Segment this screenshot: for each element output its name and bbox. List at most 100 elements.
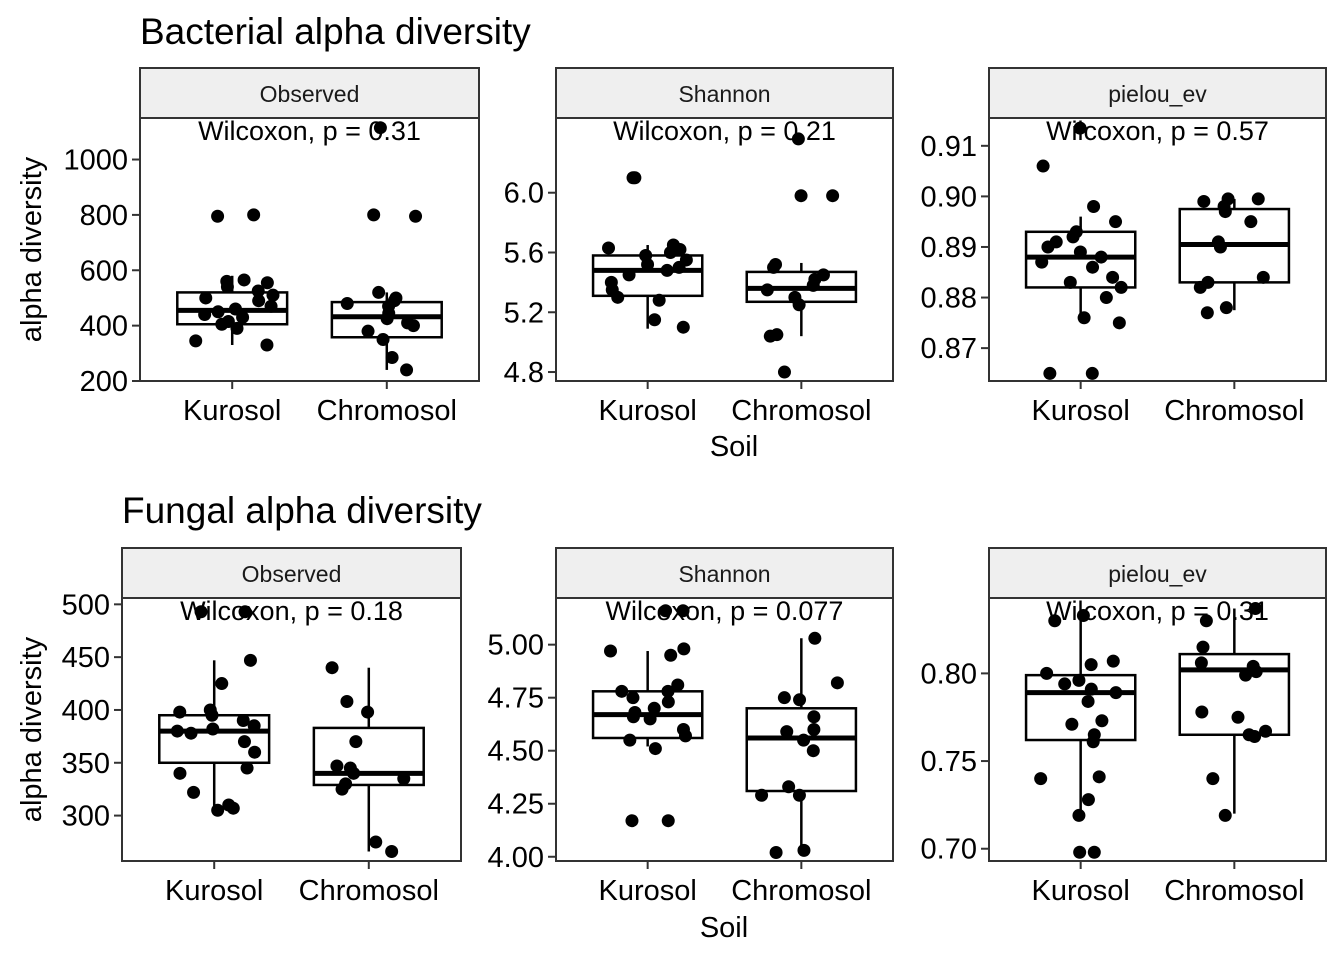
box-kurosol bbox=[1024, 121, 1137, 380]
data-point bbox=[639, 248, 653, 262]
data-point bbox=[373, 121, 387, 135]
box-kurosol bbox=[158, 605, 271, 817]
data-point bbox=[792, 788, 806, 802]
x-tick-label: Chromosol bbox=[731, 395, 871, 427]
data-point bbox=[1199, 614, 1213, 628]
data-point bbox=[604, 644, 618, 658]
y-tick-label: 0.89 bbox=[921, 232, 977, 264]
data-point bbox=[211, 209, 225, 223]
data-point bbox=[237, 273, 251, 287]
facet-strip bbox=[555, 547, 894, 599]
y-axis-title: alpha diversity bbox=[16, 636, 48, 822]
data-point bbox=[1099, 291, 1113, 305]
box-chromosol bbox=[312, 661, 425, 858]
facet-strip-label: Observed bbox=[260, 81, 360, 107]
y-tick-label: 1000 bbox=[63, 145, 128, 177]
data-point bbox=[184, 726, 198, 740]
data-point bbox=[376, 332, 390, 346]
box-chromosol bbox=[1178, 192, 1291, 320]
data-point bbox=[647, 701, 661, 715]
data-point bbox=[361, 324, 375, 338]
facet-strip-label: Observed bbox=[242, 561, 342, 587]
data-point bbox=[780, 725, 794, 739]
data-point bbox=[816, 268, 830, 282]
data-point bbox=[170, 724, 184, 738]
data-point bbox=[389, 291, 403, 305]
data-point bbox=[1114, 280, 1128, 294]
data-point bbox=[808, 631, 822, 645]
data-point bbox=[1034, 772, 1048, 786]
data-point bbox=[1201, 275, 1215, 289]
wilcoxon-annotation: Wilcoxon, p = 0.31 bbox=[1046, 596, 1269, 626]
box-kurosol bbox=[591, 171, 704, 334]
y-tick-label: 500 bbox=[62, 589, 110, 621]
y-tick-label: 4.00 bbox=[488, 842, 544, 874]
data-point bbox=[1076, 609, 1090, 623]
facet-strip-label: pielou_ev bbox=[1108, 81, 1207, 107]
data-point bbox=[1196, 640, 1210, 654]
data-point bbox=[664, 648, 678, 662]
facet-observed: Observed 200 400 600 800 1000 Kurosol Chromosol… bbox=[63, 67, 480, 427]
box-chromosol bbox=[330, 121, 443, 377]
data-point bbox=[339, 777, 353, 791]
data-point bbox=[264, 299, 278, 313]
data-point bbox=[830, 676, 844, 690]
data-point bbox=[361, 705, 375, 719]
data-point bbox=[797, 843, 811, 857]
data-point bbox=[221, 314, 235, 328]
data-point bbox=[189, 334, 203, 348]
data-point bbox=[1040, 666, 1054, 680]
data-point bbox=[770, 328, 784, 342]
x-tick-label: Kurosol bbox=[1031, 875, 1129, 907]
data-point bbox=[1242, 728, 1256, 742]
data-point bbox=[349, 735, 363, 749]
panel-border bbox=[121, 597, 462, 862]
data-point bbox=[791, 132, 805, 146]
data-point bbox=[769, 846, 783, 860]
data-point bbox=[1073, 121, 1087, 135]
data-point bbox=[777, 365, 791, 379]
data-point bbox=[648, 313, 662, 327]
data-point bbox=[1092, 770, 1106, 784]
box-kurosol bbox=[591, 604, 704, 828]
data-point bbox=[1200, 306, 1214, 320]
data-point bbox=[367, 208, 381, 222]
y-tick-label: 5.00 bbox=[488, 630, 544, 662]
data-point bbox=[1112, 316, 1126, 330]
data-point bbox=[676, 723, 690, 736]
panel-title: Fungal alpha diversity bbox=[122, 490, 482, 531]
data-point bbox=[409, 209, 423, 223]
data-point bbox=[238, 605, 252, 619]
x-axis-title: Soil bbox=[700, 912, 748, 944]
facet-shannon: Shannon 4.8 5.2 5.6 6.0 Kurosol Chromosol Wilco… bbox=[504, 67, 894, 427]
data-point bbox=[661, 684, 675, 698]
x-tick-label: Kurosol bbox=[1031, 395, 1129, 427]
panel-border bbox=[988, 597, 1327, 862]
x-tick-label: Kurosol bbox=[165, 875, 263, 907]
data-point bbox=[343, 761, 357, 775]
data-point bbox=[1035, 255, 1049, 269]
x-tick-label: Chromosol bbox=[1164, 875, 1304, 907]
data-point bbox=[401, 316, 415, 330]
data-point bbox=[782, 780, 796, 794]
data-point bbox=[1197, 194, 1211, 208]
data-point bbox=[236, 714, 250, 728]
data-point bbox=[1087, 728, 1101, 742]
y-tick-label: 350 bbox=[62, 748, 110, 780]
x-tick-label: Chromosol bbox=[317, 395, 457, 427]
data-point bbox=[1094, 250, 1108, 264]
y-tick-label: 0.87 bbox=[921, 333, 977, 365]
data-point bbox=[248, 745, 262, 759]
panel-title: Bacterial alpha diversity bbox=[140, 11, 531, 52]
data-point bbox=[1218, 808, 1232, 822]
data-point bbox=[1256, 270, 1270, 284]
data-point bbox=[173, 705, 187, 719]
data-point bbox=[240, 761, 254, 775]
data-point bbox=[1072, 673, 1086, 687]
y-tick-label: 400 bbox=[80, 311, 128, 343]
data-point bbox=[1251, 192, 1265, 206]
data-point bbox=[1069, 225, 1083, 239]
data-point bbox=[1087, 200, 1101, 214]
facet-observed: Observed 300 350 400 450 500 Kurosol Chromosol W… bbox=[62, 547, 462, 907]
data-point bbox=[807, 723, 821, 736]
